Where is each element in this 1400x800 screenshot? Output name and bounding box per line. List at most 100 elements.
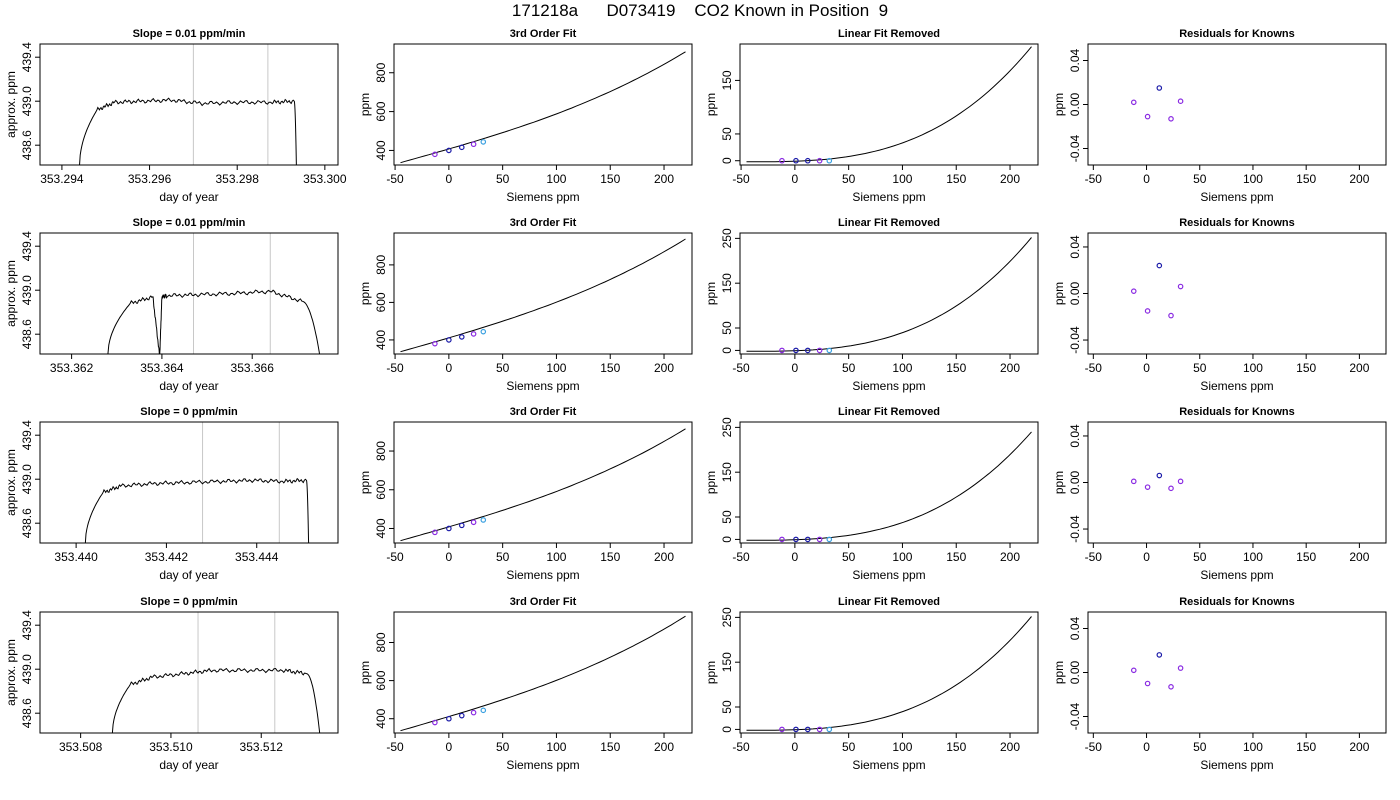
plot-frame (393, 611, 693, 734)
y-tick-label: 0.00 (1068, 92, 1082, 116)
panel-title: Linear Fit Removed (838, 596, 940, 608)
x-tick-label: 353.362 (50, 361, 94, 375)
plot-area (1130, 652, 1184, 690)
panel-row2-col2: 3rd Order Fit -50 0 50 100 150 200 400 600 800 Sie… (358, 217, 693, 393)
y-tick-label: 0 (720, 536, 734, 543)
y-tick-label: 150 (720, 652, 734, 672)
y-axis-label: ppm (704, 661, 718, 684)
x-tick-label: 0 (446, 550, 453, 564)
x-tick-label: 50 (496, 740, 510, 754)
x-tick-label: 0 (446, 740, 453, 754)
x-tick-label: 50 (496, 172, 510, 186)
plot-area (400, 238, 686, 353)
data-point (1156, 262, 1163, 269)
x-tick-label: 200 (1349, 361, 1369, 375)
x-tick-label: 150 (600, 172, 620, 186)
data-point (779, 347, 785, 354)
y-tick-label: 439.0 (20, 275, 34, 305)
x-tick-label: 100 (1243, 172, 1263, 186)
y-tick-label: 600 (374, 101, 388, 121)
y-tick-label: 50 (720, 700, 734, 714)
plot-area (1130, 85, 1184, 122)
plot-frame (393, 421, 693, 544)
y-tick-label: 800 (374, 632, 388, 652)
x-tick-label: -50 (732, 550, 750, 564)
data-point (1177, 283, 1184, 290)
y-tick-label: 150 (720, 462, 734, 482)
x-tick-label: 200 (654, 550, 674, 564)
x-tick-label: 50 (842, 740, 856, 754)
y-tick-label: 0 (720, 347, 734, 354)
y-axis-label: approx. ppm (4, 449, 18, 516)
x-tick-label: 353.510 (149, 740, 193, 754)
x-tick-label: -50 (386, 740, 404, 754)
data-point (1177, 98, 1184, 105)
x-tick-label: 50 (842, 550, 856, 564)
x-tick-label: 0 (792, 361, 799, 375)
data-point (804, 157, 811, 164)
y-axis-label: ppm (358, 661, 372, 684)
panel-row1-col1: Slope = 0.01 ppm/min 353.294 353.296 353.29… (4, 28, 347, 204)
y-axis-label: approx. ppm (4, 260, 18, 327)
x-tick-label: 100 (546, 361, 566, 375)
x-tick-label: 353.444 (235, 550, 279, 564)
x-tick-label: 200 (654, 172, 674, 186)
y-tick-label: 400 (374, 518, 388, 538)
plot-area (746, 616, 1032, 733)
x-tick-label: 150 (946, 740, 966, 754)
x-tick-label: 50 (496, 550, 510, 564)
plot-frame (1087, 611, 1387, 734)
x-tick-label: -50 (386, 550, 404, 564)
plot-frame (1087, 43, 1387, 166)
y-tick-label: 400 (374, 330, 388, 350)
x-tick-label: -50 (732, 361, 750, 375)
plot-area (746, 46, 1032, 164)
panel-title: 3rd Order Fit (510, 217, 577, 229)
y-tick-label: 438.6 (20, 130, 34, 160)
data-point (446, 337, 452, 343)
x-tick-label: 353.366 (231, 361, 275, 375)
y-tick-label: 438.6 (20, 508, 34, 538)
plot-area (1130, 262, 1184, 319)
panel-row3-col1: Slope = 0 ppm/min 353.440 353.442 353.444 43… (4, 406, 339, 582)
x-tick-label: 100 (546, 172, 566, 186)
data-point (1177, 665, 1184, 671)
data-point (470, 141, 477, 148)
data-point (470, 331, 477, 337)
x-axis-label: Siemens ppm (1200, 190, 1273, 204)
x-axis-label: Siemens ppm (852, 379, 925, 393)
fit-curve (400, 238, 686, 353)
data-point (480, 517, 487, 523)
y-tick-label: 50 (720, 127, 734, 141)
y-tick-label: 0.04 (1068, 616, 1082, 640)
data-point (779, 536, 785, 543)
x-tick-label: 0 (1143, 740, 1150, 754)
plot-frame (393, 43, 693, 166)
data-point (432, 340, 438, 347)
fit-curve (400, 615, 686, 732)
panel-row4-col1: Slope = 0 ppm/min 353.508 353.510 353.512 43… (4, 596, 339, 772)
x-tick-label: 150 (946, 361, 966, 375)
x-tick-label: 100 (892, 172, 912, 186)
panel-title: Linear Fit Removed (838, 217, 940, 229)
y-tick-label: 0.04 (1068, 424, 1082, 448)
data-point (816, 536, 823, 543)
plot-frame (739, 611, 1039, 734)
y-tick-label: 800 (374, 255, 388, 275)
data-point (432, 719, 438, 726)
x-tick-label: 353.298 (216, 172, 260, 186)
data-point (446, 715, 452, 722)
data-point (480, 328, 487, 335)
x-tick-label: 353.296 (128, 172, 172, 186)
x-tick-label: 0 (1143, 361, 1150, 375)
y-tick-label: 250 (720, 607, 734, 627)
x-tick-label: 100 (1243, 550, 1263, 564)
y-tick-label: 439.0 (20, 86, 34, 116)
x-tick-label: 200 (654, 740, 674, 754)
y-tick-label: 400 (374, 708, 388, 728)
y-axis-label: ppm (1052, 93, 1066, 116)
plot-frame (739, 421, 1039, 544)
panel-title: Residuals for Knowns (1179, 406, 1295, 418)
x-axis-label: Siemens ppm (506, 758, 579, 772)
panel-title: Residuals for Knowns (1179, 217, 1295, 229)
